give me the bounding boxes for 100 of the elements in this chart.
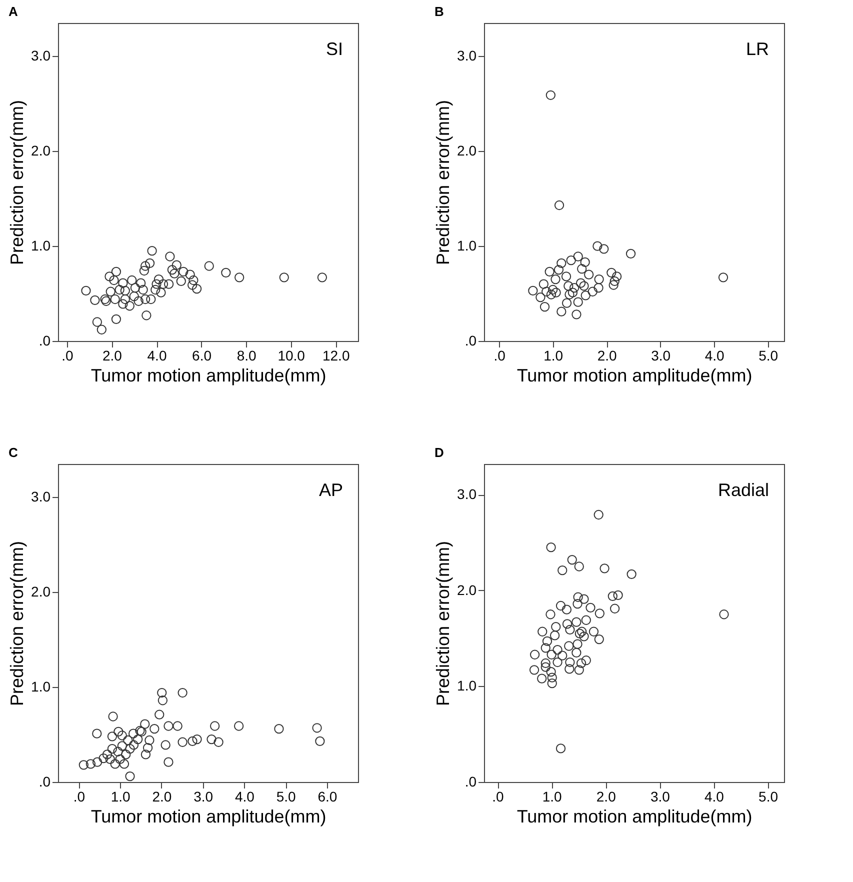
point (98, 753, 108, 764)
point (167, 264, 178, 275)
point (544, 266, 554, 277)
point (581, 615, 591, 625)
y-tick-label: .0 (464, 332, 477, 348)
point (556, 744, 566, 754)
point (146, 294, 156, 304)
point (134, 296, 144, 306)
point (144, 735, 154, 746)
point (150, 724, 160, 734)
point (125, 744, 135, 754)
point (234, 272, 244, 282)
point (315, 736, 325, 746)
point (92, 728, 102, 738)
point (564, 281, 574, 291)
point (124, 301, 134, 311)
chart-title: B (434, 4, 444, 19)
point (569, 283, 580, 293)
point (568, 288, 578, 298)
point (565, 624, 575, 635)
y-tick-label: .0 (38, 774, 51, 790)
point (172, 260, 182, 270)
point (574, 562, 584, 572)
point (540, 643, 550, 653)
x-tick-label: 2.0 (102, 348, 122, 364)
point (164, 279, 174, 289)
point (156, 288, 166, 298)
point (594, 274, 604, 284)
point (579, 594, 589, 604)
point (530, 650, 540, 660)
point (546, 542, 556, 552)
x-tick-label: 1.0 (544, 348, 564, 364)
point (192, 284, 202, 294)
x-tick-label: 3.0 (651, 348, 671, 364)
x-tick-label: 3.0 (650, 788, 670, 804)
point (599, 244, 609, 254)
point (140, 261, 150, 271)
point (164, 757, 174, 767)
point (86, 759, 96, 769)
point (102, 750, 112, 760)
point (572, 599, 582, 609)
point (92, 757, 102, 767)
y-tick-label: 1.0 (457, 678, 477, 694)
point (312, 723, 322, 733)
point (564, 664, 574, 674)
point (104, 272, 114, 282)
point (588, 626, 599, 636)
y-axis-title: Prediction error(mm) (7, 540, 28, 706)
point (317, 272, 328, 282)
point (550, 274, 560, 284)
x-tick-label: 3.0 (194, 788, 214, 804)
point (147, 246, 157, 256)
point (579, 632, 589, 642)
point (556, 600, 566, 611)
point (594, 634, 604, 644)
point (626, 248, 636, 258)
point (111, 314, 122, 324)
point (165, 252, 175, 262)
point (573, 297, 583, 307)
x-axis-title: Tumor motion amplitude(mm) (516, 366, 752, 386)
point (279, 272, 289, 282)
point (78, 760, 88, 770)
point (606, 268, 616, 278)
point (138, 284, 148, 295)
point (577, 626, 587, 636)
point (154, 274, 164, 284)
chart-title: C (8, 445, 19, 460)
y-tick-label: 3.0 (31, 488, 51, 505)
point (109, 275, 119, 286)
point (152, 279, 162, 289)
point (574, 628, 585, 638)
point (610, 604, 620, 614)
x-tick-label: 1.0 (542, 788, 562, 804)
point (139, 266, 150, 276)
point (150, 284, 160, 295)
point (594, 283, 604, 293)
point (567, 554, 577, 565)
point (551, 622, 561, 632)
point (113, 746, 123, 756)
x-axis-title: Tumor motion amplitude(mm) (90, 366, 326, 386)
point (128, 740, 139, 750)
point (562, 619, 572, 629)
point (594, 608, 605, 618)
point (577, 264, 587, 274)
x-tick-label: 4.0 (234, 788, 255, 804)
x-tick-label: 2.0 (597, 348, 618, 364)
point (556, 258, 566, 268)
x-tick-label: .0 (494, 348, 506, 364)
x-tick-label: 1.0 (110, 788, 131, 804)
point (160, 740, 170, 750)
y-tick-label: .0 (38, 332, 51, 348)
point (188, 736, 198, 746)
x-tick-label: 5.0 (276, 788, 296, 804)
point (107, 732, 118, 742)
point (588, 286, 598, 296)
y-tick-label: 3.0 (457, 48, 477, 64)
x-tick-label: 5.0 (758, 348, 778, 364)
point (192, 734, 202, 744)
point (178, 737, 188, 747)
point (718, 272, 728, 282)
